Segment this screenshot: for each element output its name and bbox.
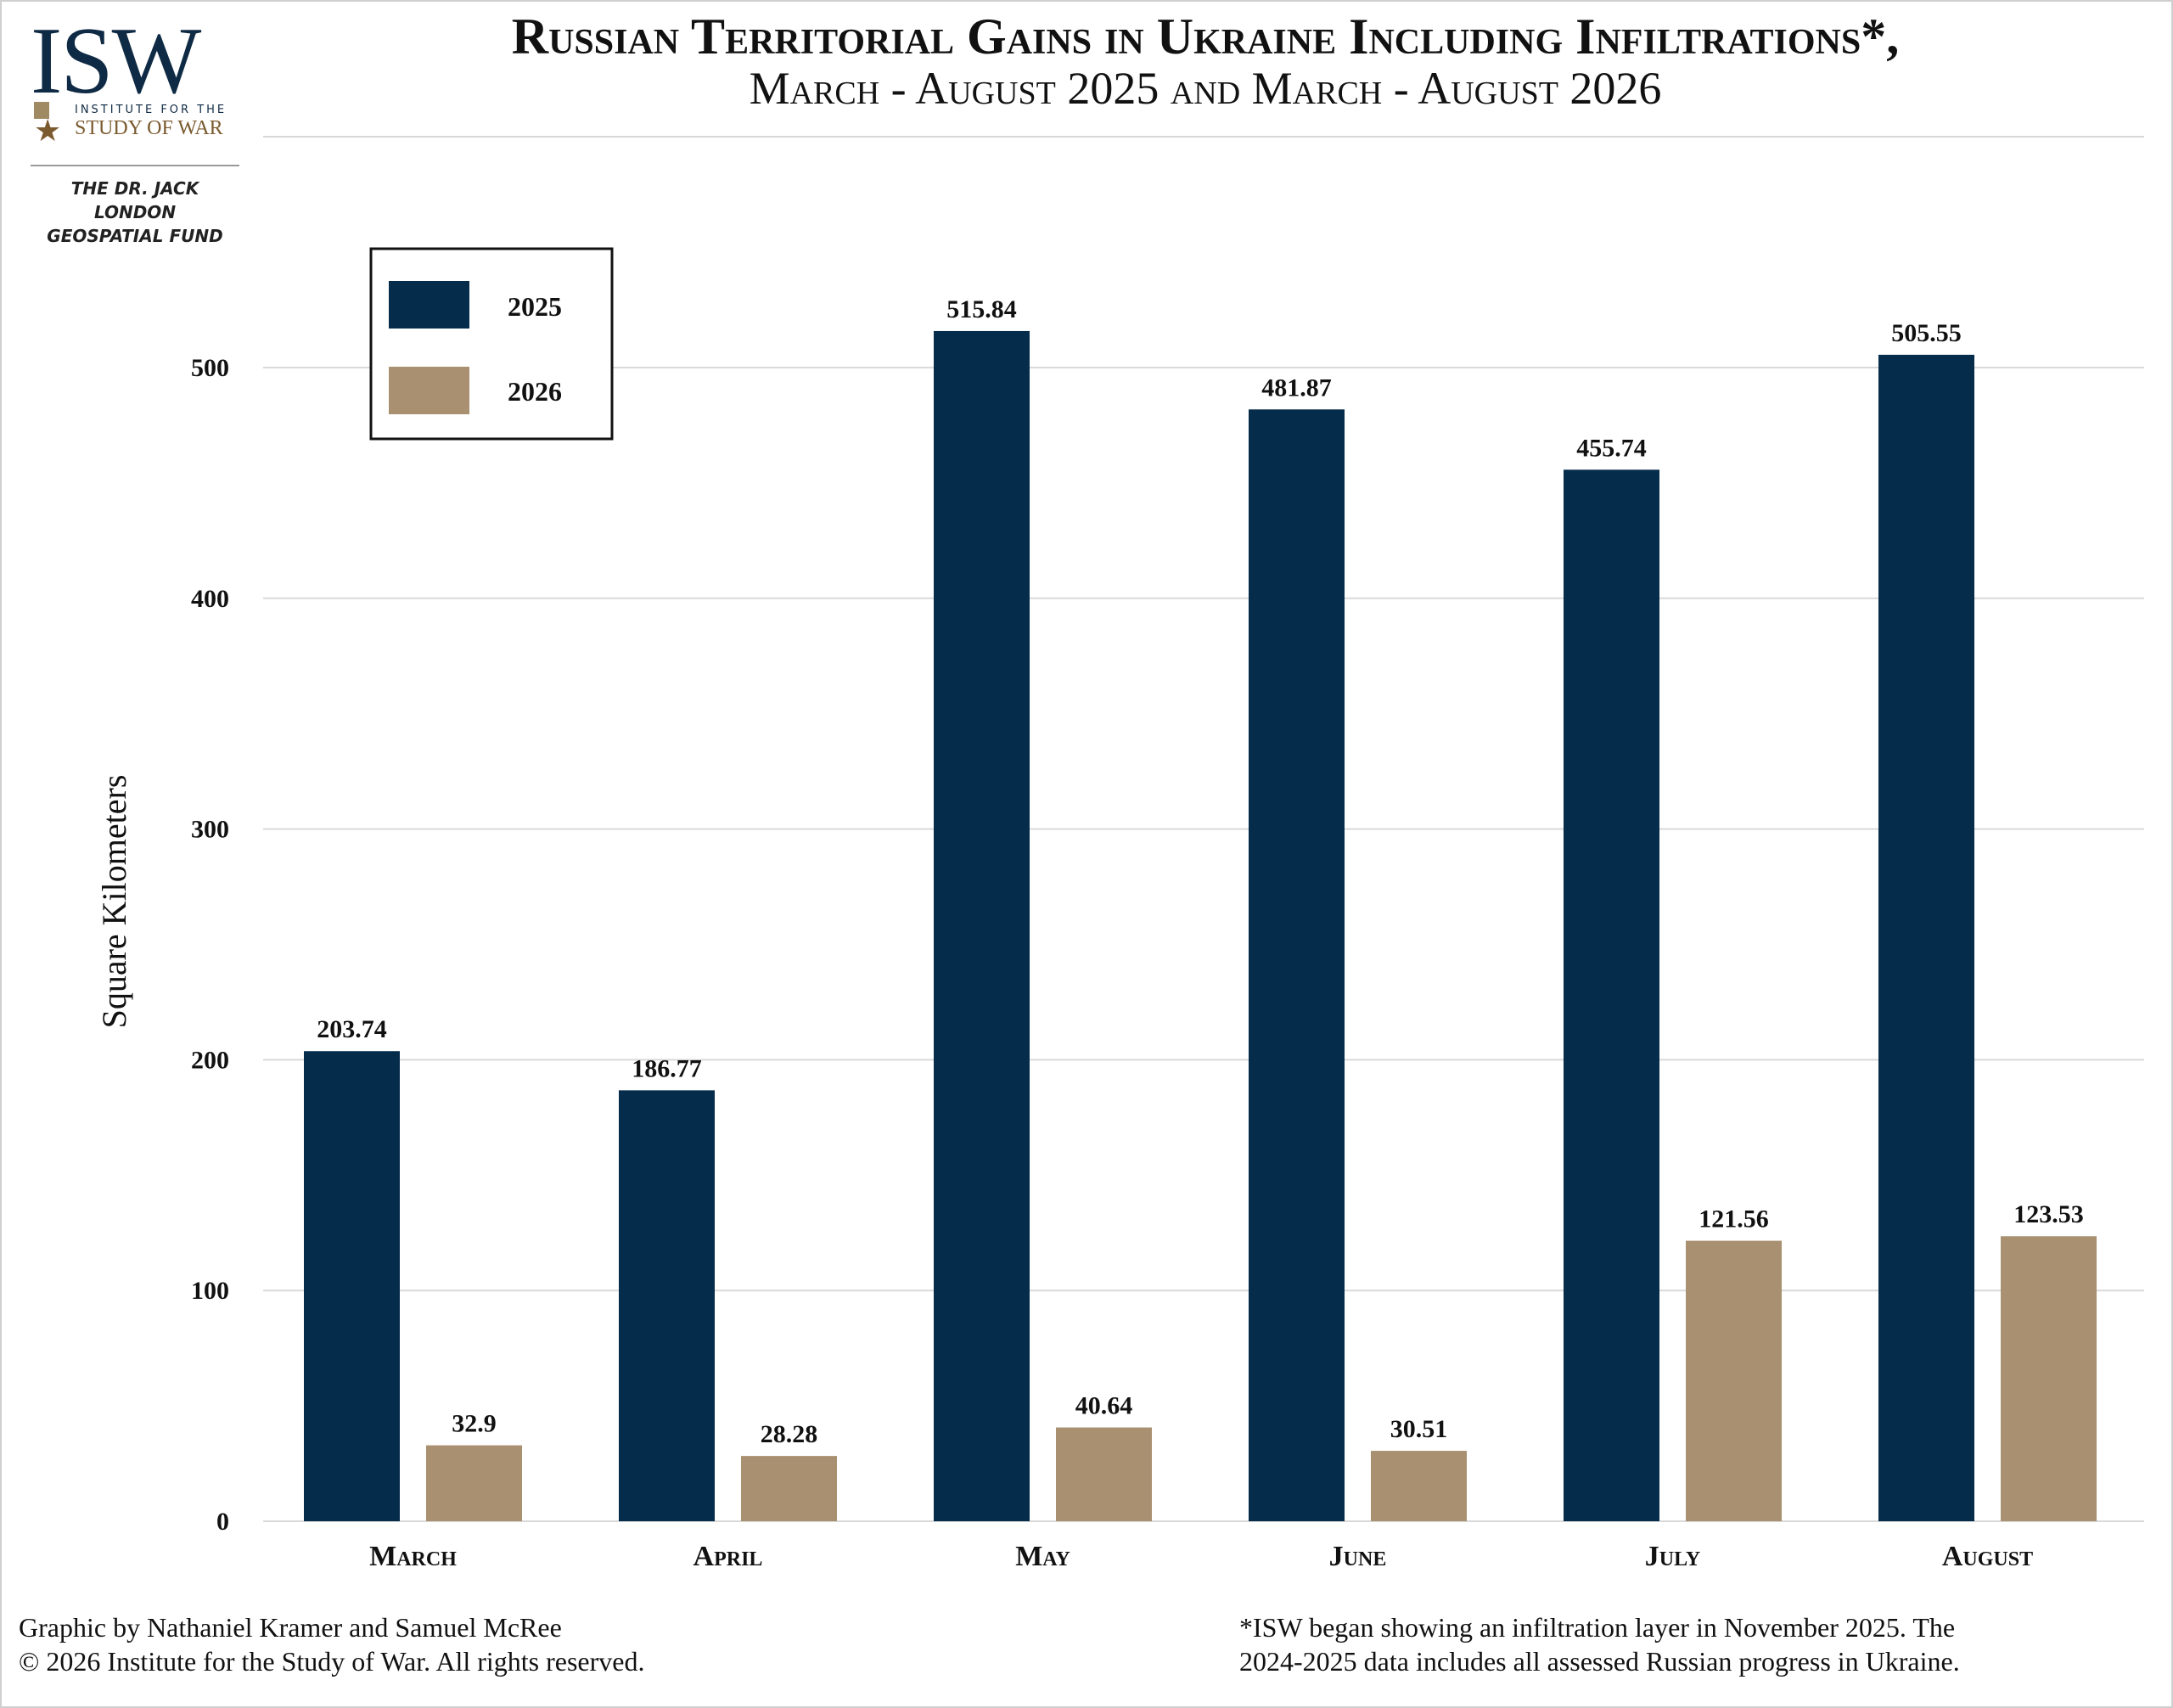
x-category-label: June xyxy=(1329,1541,1387,1572)
bar-2026-july xyxy=(1686,1240,1782,1521)
legend-label-2026: 2026 xyxy=(508,376,562,407)
data-label: 186.77 xyxy=(632,1054,702,1082)
y-axis-ticks: 0 100 200 300 400 500 xyxy=(191,354,229,1536)
bar-2025-march xyxy=(304,1051,400,1521)
x-axis-categories: March April May June July August xyxy=(369,1541,2033,1572)
data-label: 123.53 xyxy=(2013,1200,2084,1228)
x-category-label: July xyxy=(1645,1541,1700,1572)
data-label: 455.74 xyxy=(1576,434,1647,462)
bar-2026-april xyxy=(741,1456,837,1521)
legend-swatch-2025 xyxy=(389,281,469,329)
data-label: 40.64 xyxy=(1075,1392,1133,1420)
gridlines xyxy=(263,367,2144,1522)
y-tick-label: 200 xyxy=(191,1046,229,1074)
x-category-label: August xyxy=(1942,1541,2033,1572)
x-category-label: April xyxy=(693,1541,763,1572)
legend-label-2025: 2025 xyxy=(508,291,562,322)
y-tick-label: 300 xyxy=(191,816,229,844)
logo-institute-line: INSTITUTE FOR THE xyxy=(75,104,227,116)
isw-logo: ISW INSTITUTE FOR THE ★ STUDY OF WAR THE… xyxy=(31,8,243,246)
star-icon: ★ xyxy=(34,114,62,149)
bar-2026-march xyxy=(426,1445,522,1521)
data-label: 515.84 xyxy=(946,295,1017,323)
bars xyxy=(304,330,2097,1522)
footnote-line-1: *ISW began showing an infiltration layer… xyxy=(1239,1612,1956,1643)
bar-2026-may xyxy=(1056,1427,1152,1521)
chart-title: Russian Territorial Gains in Ukraine Inc… xyxy=(511,8,1900,65)
bar-2025-april xyxy=(619,1090,715,1521)
data-label: 481.87 xyxy=(1261,374,1332,402)
data-labels: 203.74 32.9 186.77 28.28 515.84 40.64 481.87 30… xyxy=(317,295,2084,1448)
y-axis-label: Square Kilometers xyxy=(95,775,133,1029)
fund-name: THE DR. JACK LONDON GEOSPATIAL FUND xyxy=(31,177,239,248)
bar-2025-july xyxy=(1564,469,1659,1521)
data-label: 121.56 xyxy=(1699,1205,1769,1233)
y-tick-label: 400 xyxy=(191,585,229,613)
bar-2026-june xyxy=(1371,1451,1467,1521)
logo-accent-bar xyxy=(34,102,49,119)
chart-subtitle: March - August 2025 and March - August 2… xyxy=(749,63,1662,114)
x-category-label: May xyxy=(1015,1541,1070,1572)
data-label: 203.74 xyxy=(317,1015,387,1043)
legend-swatch-2026 xyxy=(389,367,469,414)
logo-name-line: STUDY OF WAR xyxy=(75,117,223,139)
credit-block: Graphic by Nathaniel Kramer and Samuel M… xyxy=(19,1610,868,1678)
copyright-line: © 2026 Institute for the Study of War. A… xyxy=(19,1646,645,1677)
footnote-block: *ISW began showing an infiltration layer… xyxy=(1239,1610,2156,1678)
data-label: 30.51 xyxy=(1390,1415,1448,1443)
fund-line-1: THE DR. JACK LONDON xyxy=(70,178,199,222)
title-divider xyxy=(263,136,2144,138)
legend: 2025 2026 xyxy=(369,247,614,441)
y-tick-label: 100 xyxy=(191,1277,229,1305)
x-category-label: March xyxy=(369,1541,457,1572)
credit-line-1: Graphic by Nathaniel Kramer and Samuel M… xyxy=(19,1612,562,1643)
data-label: 505.55 xyxy=(1891,319,1962,347)
data-label: 32.9 xyxy=(452,1410,497,1438)
y-tick-label: 0 xyxy=(216,1508,229,1536)
bar-2025-june xyxy=(1249,409,1345,1521)
bar-2026-august xyxy=(2001,1236,2097,1521)
y-tick-label: 500 xyxy=(191,354,229,382)
bar-2025-may xyxy=(934,330,1030,1521)
fund-line-2: GEOSPATIAL FUND xyxy=(47,226,223,246)
footnote-line-2: 2024-2025 data includes all assessed Rus… xyxy=(1239,1646,1960,1677)
logo-divider xyxy=(31,165,239,166)
logo-mark: ISW xyxy=(31,8,201,114)
data-label: 28.28 xyxy=(761,1420,818,1448)
bar-2025-august xyxy=(1878,354,1974,1522)
